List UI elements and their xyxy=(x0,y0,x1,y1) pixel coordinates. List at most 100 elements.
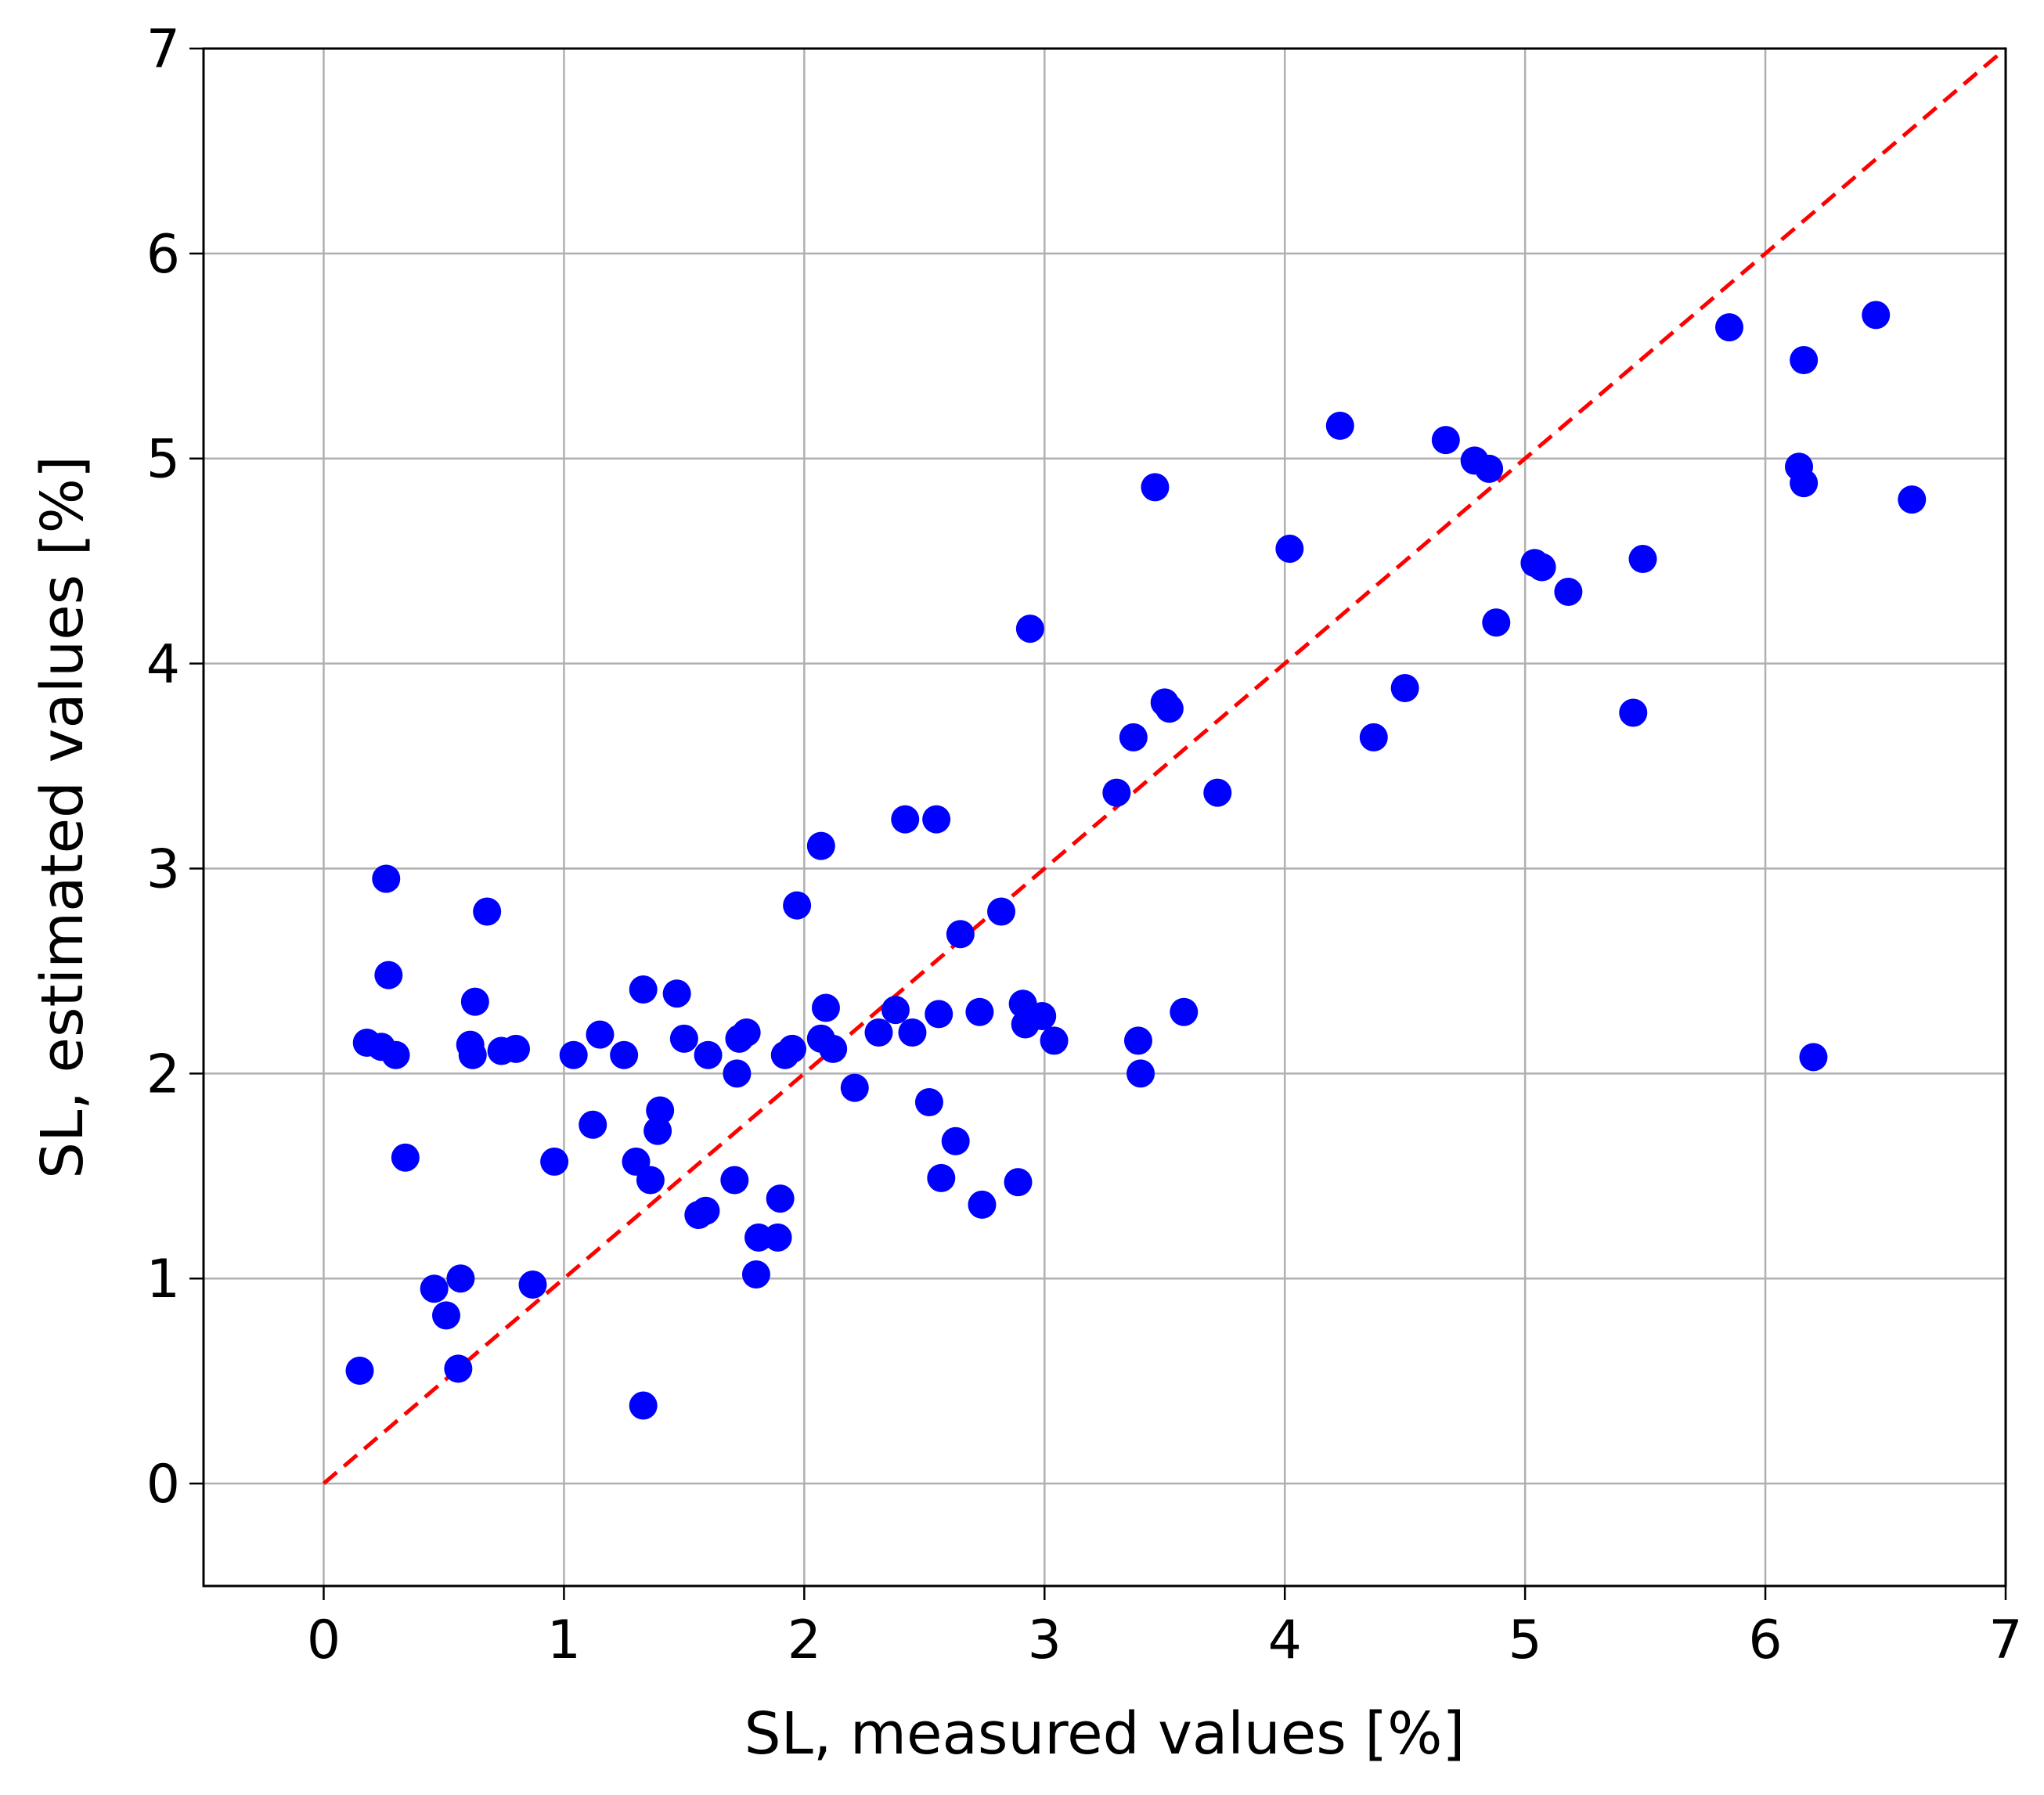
x-tick-label: 4 xyxy=(1268,1609,1302,1671)
y-tick-label: 0 xyxy=(146,1454,180,1516)
data-point xyxy=(1155,694,1184,723)
x-tick-label: 5 xyxy=(1509,1609,1542,1671)
data-point xyxy=(579,1110,607,1139)
data-point xyxy=(777,1034,806,1063)
data-point xyxy=(1790,469,1819,498)
y-tick-label: 6 xyxy=(146,224,180,286)
data-point xyxy=(1123,1026,1152,1055)
data-point xyxy=(864,1018,893,1047)
data-point xyxy=(502,1034,531,1063)
data-point xyxy=(1482,608,1511,637)
reference-line xyxy=(322,47,2007,1485)
data-point xyxy=(987,897,1016,926)
y-tick-label: 4 xyxy=(146,634,180,696)
data-point xyxy=(420,1274,449,1303)
data-point xyxy=(1715,313,1744,342)
data-point xyxy=(1431,426,1460,455)
data-point xyxy=(783,891,812,920)
data-point xyxy=(1170,997,1199,1026)
data-point xyxy=(1015,615,1044,643)
data-point xyxy=(559,1040,588,1069)
x-tick-label: 0 xyxy=(307,1609,341,1671)
data-point xyxy=(922,805,951,834)
data-point xyxy=(691,1196,720,1225)
data-point xyxy=(1203,778,1232,807)
data-point xyxy=(914,1087,943,1116)
data-point xyxy=(636,1166,665,1195)
data-point xyxy=(946,920,975,949)
data-point xyxy=(372,864,401,893)
data-point xyxy=(1527,553,1556,582)
data-point xyxy=(1275,534,1304,563)
data-point xyxy=(1325,411,1354,440)
data-point xyxy=(1127,1059,1155,1088)
data-point xyxy=(941,1126,970,1155)
data-point xyxy=(741,1260,770,1289)
data-point xyxy=(432,1301,461,1330)
x-axis-title: SL, measured values [%] xyxy=(744,1700,1465,1768)
data-point xyxy=(518,1271,547,1299)
data-point xyxy=(927,1163,956,1192)
data-point xyxy=(1359,723,1388,752)
y-tick-label: 5 xyxy=(146,429,180,491)
data-point xyxy=(629,975,658,1004)
data-point xyxy=(1040,1026,1069,1055)
data-point xyxy=(891,805,920,834)
data-point xyxy=(968,1190,997,1219)
data-point xyxy=(1898,485,1927,514)
data-point xyxy=(1862,301,1891,330)
data-point xyxy=(925,1000,954,1029)
y-axis-title: SL, estimated values [%] xyxy=(29,456,96,1179)
data-point xyxy=(898,1018,927,1047)
data-point xyxy=(694,1040,723,1069)
x-tick-label: 3 xyxy=(1028,1609,1062,1671)
y-tick-label: 2 xyxy=(146,1043,180,1105)
data-point xyxy=(1390,674,1419,703)
data-point xyxy=(444,1354,473,1383)
data-point xyxy=(819,1034,848,1063)
data-point xyxy=(662,979,691,1008)
data-point xyxy=(811,993,840,1022)
data-point xyxy=(646,1096,675,1125)
data-point xyxy=(345,1357,374,1386)
data-point xyxy=(669,1024,698,1053)
data-point xyxy=(1799,1043,1828,1072)
data-point xyxy=(586,1020,615,1049)
data-point xyxy=(391,1143,420,1172)
data-point xyxy=(806,831,835,860)
y-tick-label: 3 xyxy=(146,838,180,900)
reference-line-layer xyxy=(322,47,2007,1485)
data-point xyxy=(610,1040,639,1069)
data-point xyxy=(1475,454,1504,483)
data-point xyxy=(374,961,403,989)
plot-frame xyxy=(202,47,2007,1588)
data-point xyxy=(629,1391,658,1420)
y-tick-label: 7 xyxy=(146,19,180,81)
data-point xyxy=(723,1059,752,1088)
data-point xyxy=(766,1184,795,1213)
data-point xyxy=(1619,698,1648,727)
data-point xyxy=(1102,778,1131,807)
data-point xyxy=(732,1018,761,1047)
data-point xyxy=(460,987,489,1016)
data-point xyxy=(965,997,994,1026)
data-point xyxy=(473,897,502,926)
data-point xyxy=(881,996,910,1025)
data-point xyxy=(1141,473,1170,502)
x-tick-label: 2 xyxy=(788,1609,821,1671)
x-tick-label: 1 xyxy=(547,1609,581,1671)
data-point xyxy=(1028,1002,1057,1031)
data-point xyxy=(1790,346,1819,375)
data-point xyxy=(381,1040,410,1069)
grid xyxy=(204,47,2007,1586)
data-points xyxy=(345,301,1927,1420)
data-point xyxy=(446,1264,475,1293)
y-tick-label: 1 xyxy=(146,1249,180,1310)
x-tick-label: 6 xyxy=(1748,1609,1782,1671)
data-point xyxy=(1628,545,1657,574)
x-tick-label: 7 xyxy=(1988,1609,2022,1671)
data-point xyxy=(763,1223,792,1252)
data-point xyxy=(1119,723,1148,752)
